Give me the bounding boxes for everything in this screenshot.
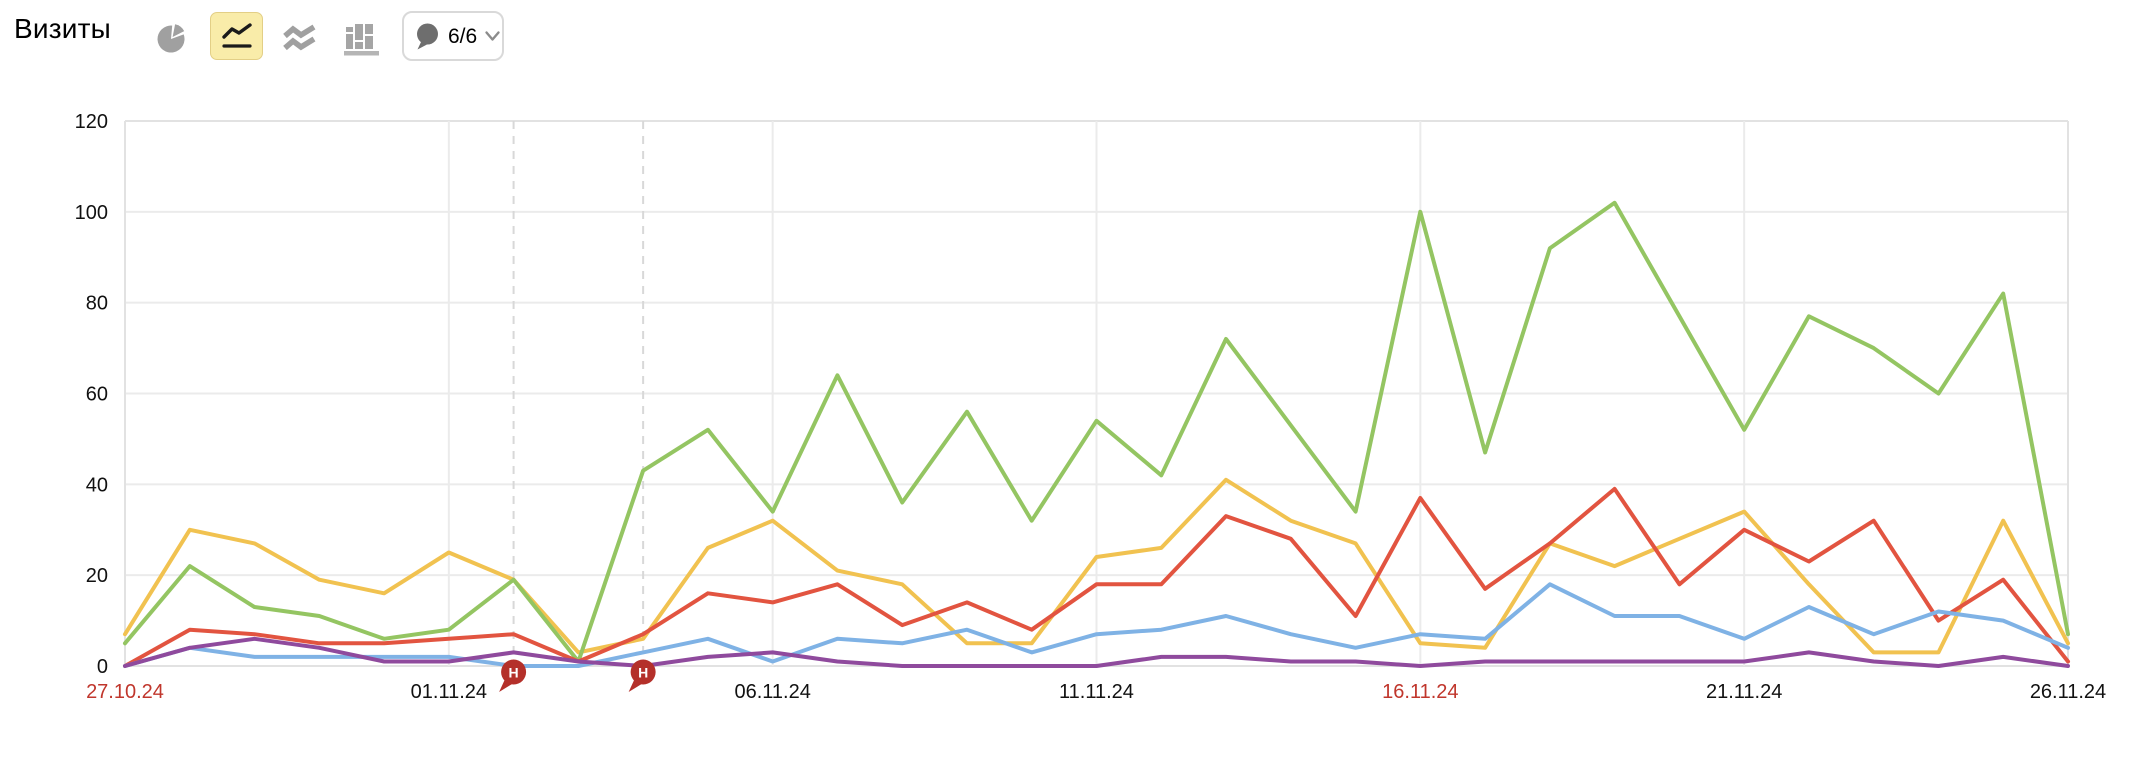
chart-header: Визиты 6/: [0, 0, 2134, 72]
x-tick-label: 27.10.24: [86, 681, 164, 703]
y-tick-label: 0: [97, 656, 108, 678]
svg-text:H: H: [509, 665, 519, 681]
annotations-dropdown-button[interactable]: 6/6: [402, 11, 504, 61]
annotations-count: 6/6: [448, 24, 478, 48]
line-chart-icon: [221, 23, 252, 48]
chevron-down-icon: [485, 30, 500, 41]
y-tick-label: 100: [75, 202, 108, 224]
y-tick-label: 20: [86, 565, 108, 587]
series-red-line[interactable]: [123, 486, 2070, 668]
column-chart-icon: [344, 24, 379, 56]
pie-chart-icon: [157, 24, 185, 53]
y-tick-label: 120: [75, 111, 108, 133]
series-blue-line[interactable]: [123, 582, 2070, 668]
series-yellow-line[interactable]: [123, 477, 2070, 655]
series-purple-line[interactable]: [123, 636, 2070, 668]
chart-type-line-button[interactable]: [210, 12, 263, 60]
stacked-area-icon: [283, 24, 316, 51]
x-tick-label: 01.11.24: [411, 681, 487, 703]
chart-type-pie-button[interactable]: [152, 20, 190, 58]
chart-type-columns-button[interactable]: [344, 20, 382, 58]
y-tick-label: 60: [86, 384, 108, 406]
y-tick-label: 40: [86, 474, 108, 496]
x-tick-label: 16.11.24: [1382, 681, 1458, 703]
comment-bubble-icon: [417, 23, 438, 50]
chart-type-area-button[interactable]: [281, 20, 319, 58]
series-green-line[interactable]: [123, 200, 2070, 664]
note-marker[interactable]: H: [499, 659, 527, 693]
x-tick-label: 26.11.24: [2030, 681, 2106, 703]
y-tick-label: 80: [86, 293, 108, 315]
x-tick-label: 06.11.24: [734, 681, 810, 703]
x-tick-label: 21.11.24: [1706, 681, 1782, 703]
note-marker[interactable]: H: [628, 659, 656, 693]
x-tick-label: 11.11.24: [1059, 681, 1134, 703]
page-title: Визиты: [14, 13, 111, 44]
svg-text:H: H: [638, 665, 648, 681]
